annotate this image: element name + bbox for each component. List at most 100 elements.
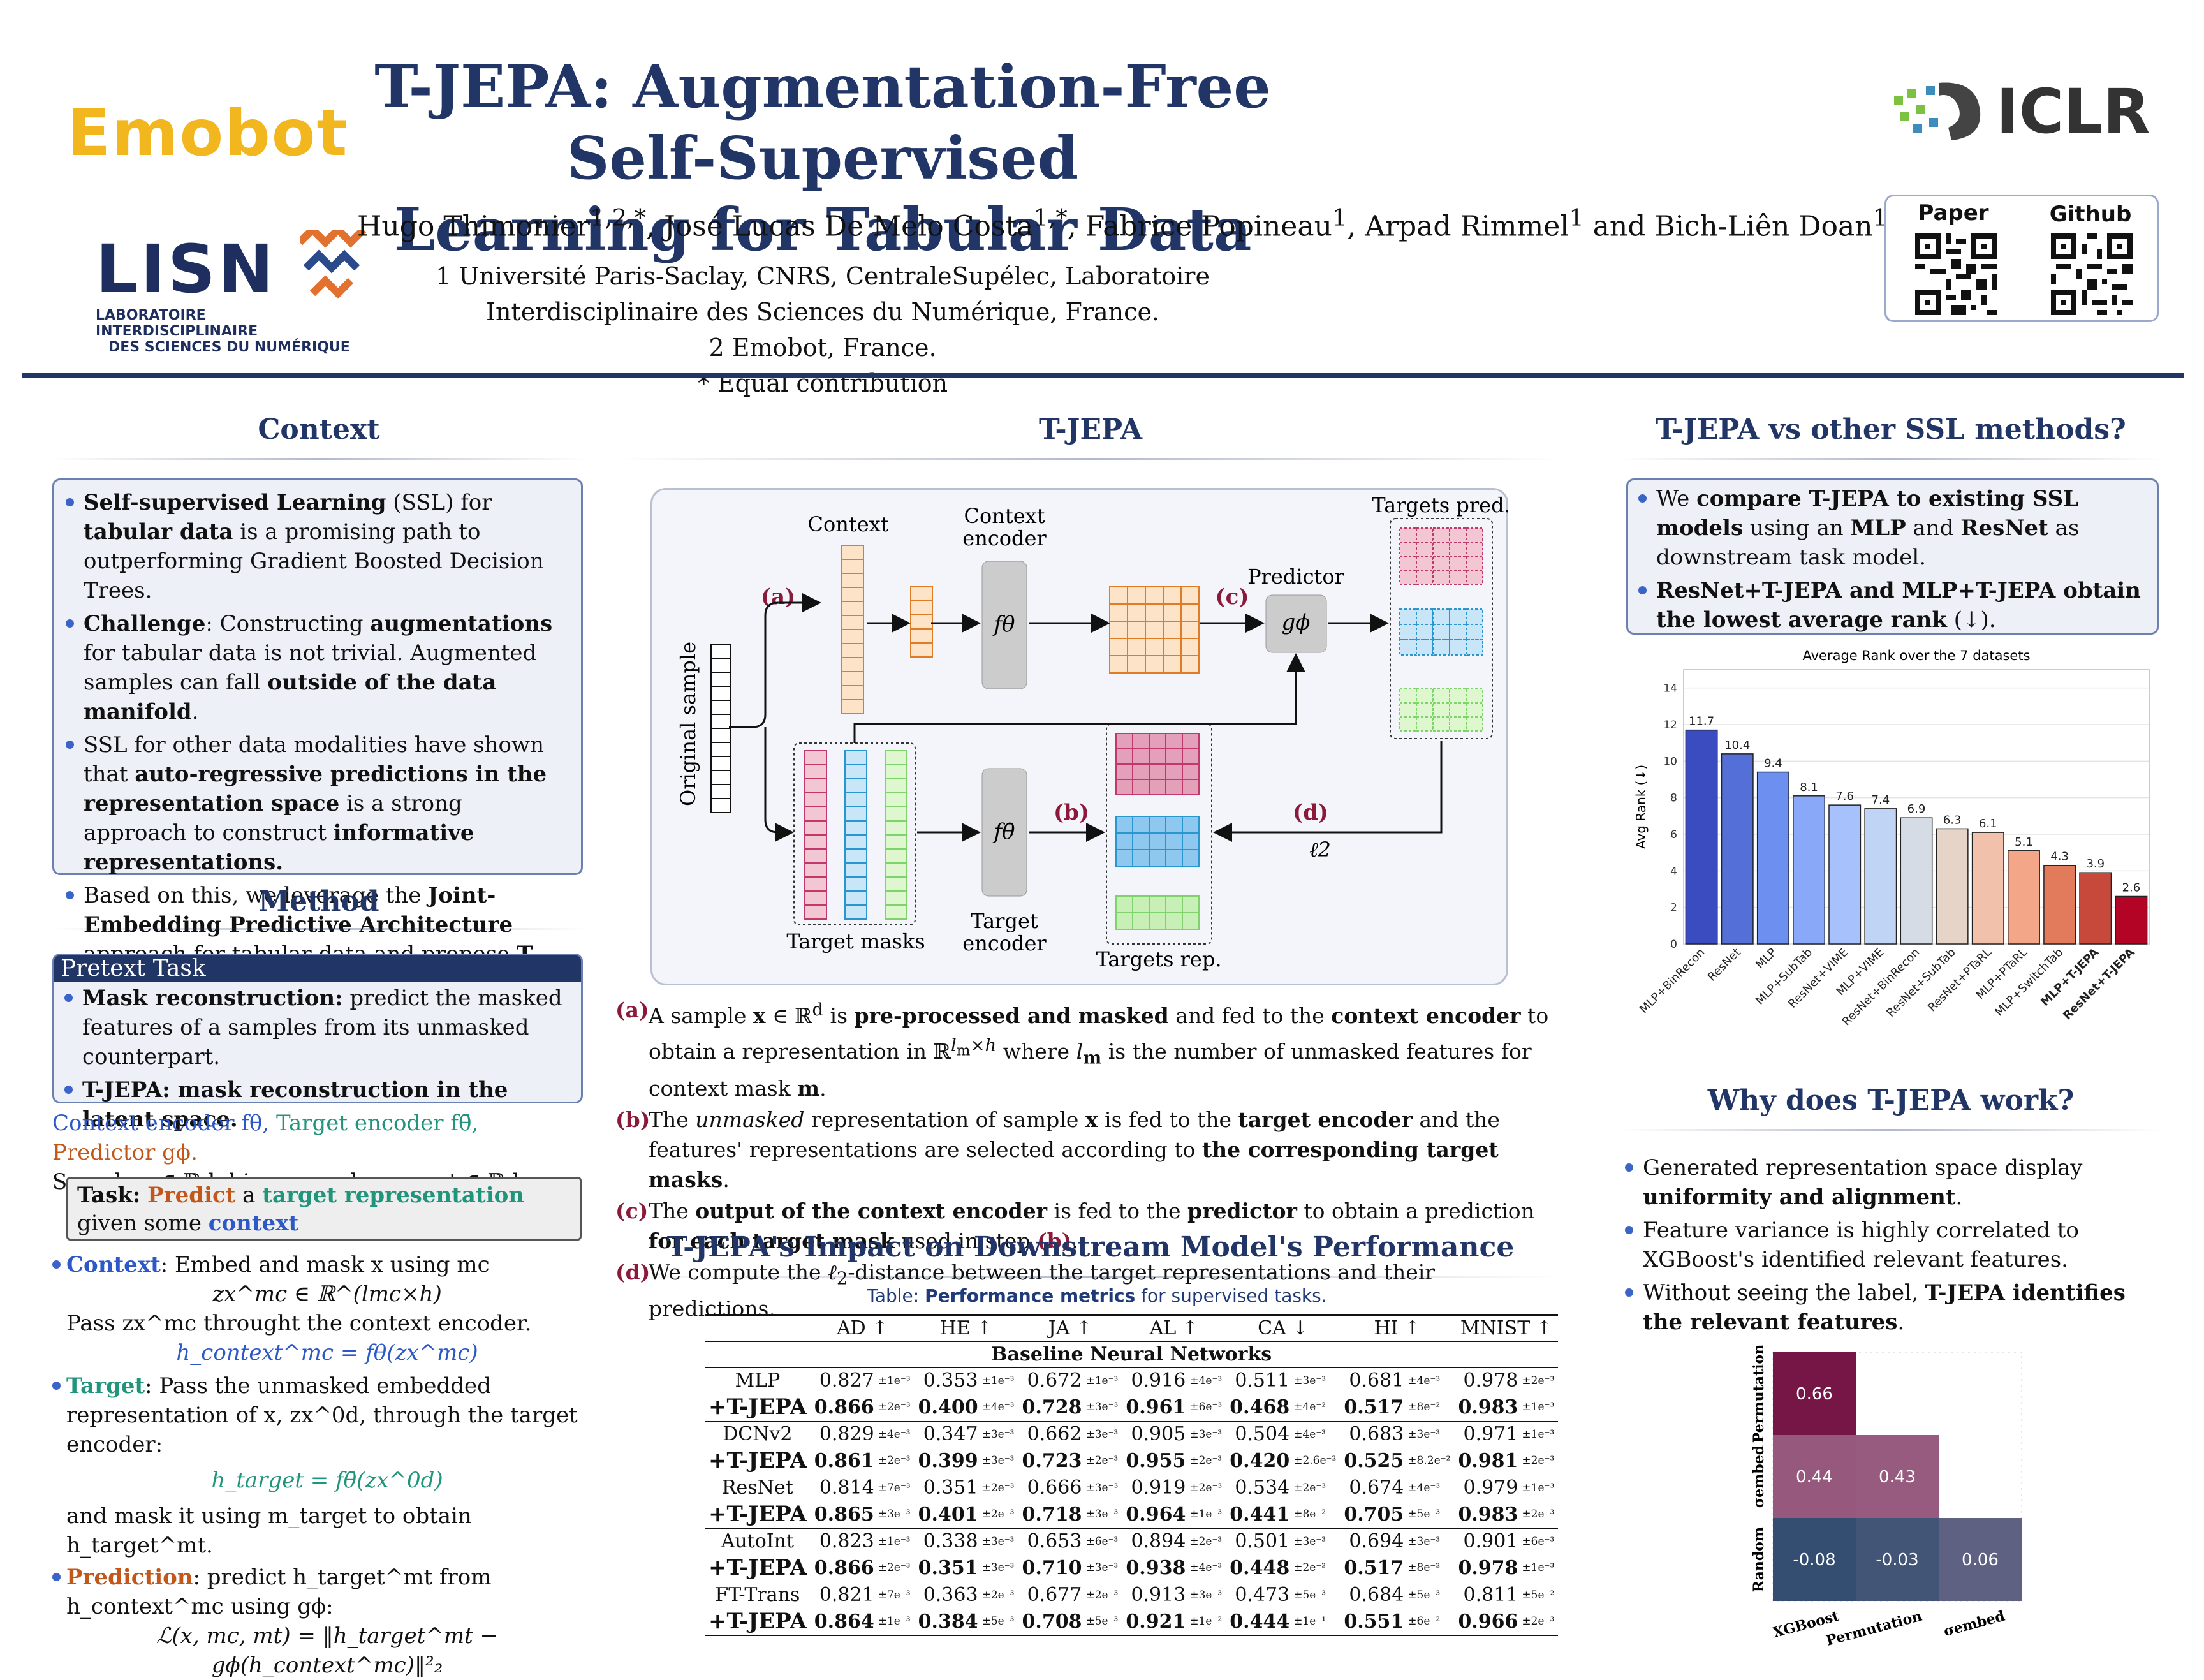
table-cell-std: ±2e⁻³ [878,1454,911,1467]
table-cell-value: 0.441 [1230,1503,1290,1526]
rep-cell-pink [1132,779,1150,795]
table-cell-value: 0.905 [1131,1423,1186,1445]
chart-bar [2079,872,2112,945]
rep-cell-blue [1115,832,1133,850]
table-cell-std: ±8e⁻² [1407,1561,1441,1574]
table-cell-value: 0.728 [1022,1396,1082,1418]
pred-cell-blue [1466,608,1483,625]
rep-cell-blue [1165,816,1183,834]
chart-bar [1793,795,1825,945]
table-cell-std: ±2.6e⁻² [1293,1454,1337,1467]
chart-y-tick: 14 [1663,682,1677,695]
col-header: HI ↑ [1374,1317,1421,1339]
table-cell-value: 0.938 [1126,1556,1186,1579]
mask-cell-blue [844,848,867,864]
heatmap-col-label: σembed [1942,1608,2007,1640]
context-rep-cell [1109,655,1128,674]
context-kept-cell [910,600,933,615]
method-prediction-step: Prediction: predict h_target^mt from h_c… [52,1563,588,1680]
table-cell-value: 0.672 [1027,1369,1082,1392]
pred-cell-blue [1432,608,1450,625]
rep-cell-blue [1165,832,1183,850]
heatmap-row-label: Permutation [1751,1345,1767,1443]
pred-cell-green [1399,716,1417,732]
table-cell-std: ±1e⁻³ [878,1535,911,1548]
vs-ssl-heading: T-JEPA vs other SSL methods? [1656,413,2126,446]
table-cell-std: ±4e⁻³ [1189,1374,1223,1387]
predictor-label: Predictor [1247,564,1345,589]
chart-title: Average Rank over the 7 datasets [1802,648,2030,663]
qr-github-code[interactable] [2051,233,2133,315]
sample-feature-cell [710,686,731,701]
context-rep-cell [1180,638,1200,656]
lisn-logo-subtitle: LABORATOIRE INTERDISCIPLINAIRE [96,307,258,339]
rank-chart-svg: Average Rank over the 7 datasets Avg Rank… [1633,648,2150,1029]
task-context: context [208,1211,299,1236]
step-b-desc: (b) The unmasked representation of sample… [615,1107,1500,1192]
heatmap-cell [1773,1518,1856,1601]
sample-feature-cell [710,784,731,799]
table-cell-value: 0.504 [1235,1423,1290,1445]
pred-cell-pink [1399,527,1417,543]
pred-cell-pink [1416,542,1434,557]
table-cell-value: 0.913 [1131,1584,1186,1606]
targets-pred-label: Targets pred. [1372,493,1508,517]
task-label: Task: [77,1183,141,1208]
table-cell-value: 0.921 [1126,1610,1186,1633]
table-cell-std: ±4e⁻³ [878,1427,911,1441]
pred-cell-blue [1399,608,1417,625]
table-row-label: FT-Trans [715,1584,800,1606]
step-d-label: (d) [1293,800,1328,825]
mask-cell-blue [844,778,867,793]
table-cell-value: 0.517 [1344,1396,1404,1418]
heatmap-col-label: Permutation [1825,1608,1924,1646]
rep-cell-pink [1149,763,1166,780]
rep-cell-pink [1115,763,1133,780]
tjepa-heading: T-JEPA [1038,413,1143,446]
table-cell-value: 0.662 [1027,1423,1082,1445]
table-cell-value: 0.551 [1344,1610,1404,1633]
table-cell-value: 0.866 [814,1396,874,1418]
table-cell-std: ±2e⁻³ [1085,1588,1119,1602]
mask-cell-blue [844,904,867,920]
mask-cell-pink [804,876,827,892]
context-rep-cell [1109,586,1128,605]
pred-cell-pink [1449,542,1467,557]
chart-bar-label: 6.9 [1907,802,1926,816]
qr-paper-code[interactable] [1915,233,1997,315]
table-cell-value: 0.983 [1458,1503,1518,1526]
targets-pred-grids [1399,527,1483,732]
table-cell-std: ±3e⁻³ [1085,1427,1119,1441]
pred-cell-blue [1399,624,1417,640]
pred-cell-pink [1432,542,1450,557]
col-header: MNIST ↑ [1460,1317,1552,1339]
task-predict: Predict [147,1183,236,1208]
rep-cell-pink [1115,748,1133,765]
lisn-logo-mark [300,230,367,299]
chart-bar-label: 6.3 [1943,813,1962,827]
table-cell-value: 0.718 [1022,1503,1082,1526]
context-feature-cell [841,671,864,686]
original-sample-label: Original sample [676,642,700,806]
heatmap-svg: 0.66 0.44 0.43 -0.08 -0.03 0.06 Permutation σem… [1751,1345,2022,1649]
table-cell-value: 0.710 [1022,1556,1082,1579]
mask-cell-blue [844,764,867,779]
pretext-bullet-2: T-JEPA: mask reconstruction in the laten… [59,1075,572,1134]
pred-cell-pink [1466,570,1483,585]
header-divider [22,373,2184,378]
context-rep-cell [1163,603,1182,622]
mask-cell-pink [804,834,827,850]
pred-cell-pink [1416,527,1434,543]
table-cell-std: ±4e⁻³ [1407,1481,1441,1494]
pred-cell-green [1432,702,1450,718]
table-cell-value: 0.981 [1458,1449,1518,1472]
rep-cell-blue [1149,832,1166,850]
table-cell-std: ±3e⁻³ [981,1454,1015,1467]
table-caption: Table: Performance metrics for supervise… [705,1285,1489,1306]
table-cell-std: ±1e⁻³ [1522,1401,1555,1413]
chart-bar-label: 2.6 [2122,881,2141,894]
table-cell-value: 0.347 [923,1423,978,1445]
task-given: given some [77,1211,202,1236]
table-cell-std: ±6e⁻³ [1189,1401,1223,1413]
pred-cell-pink [1449,570,1467,585]
